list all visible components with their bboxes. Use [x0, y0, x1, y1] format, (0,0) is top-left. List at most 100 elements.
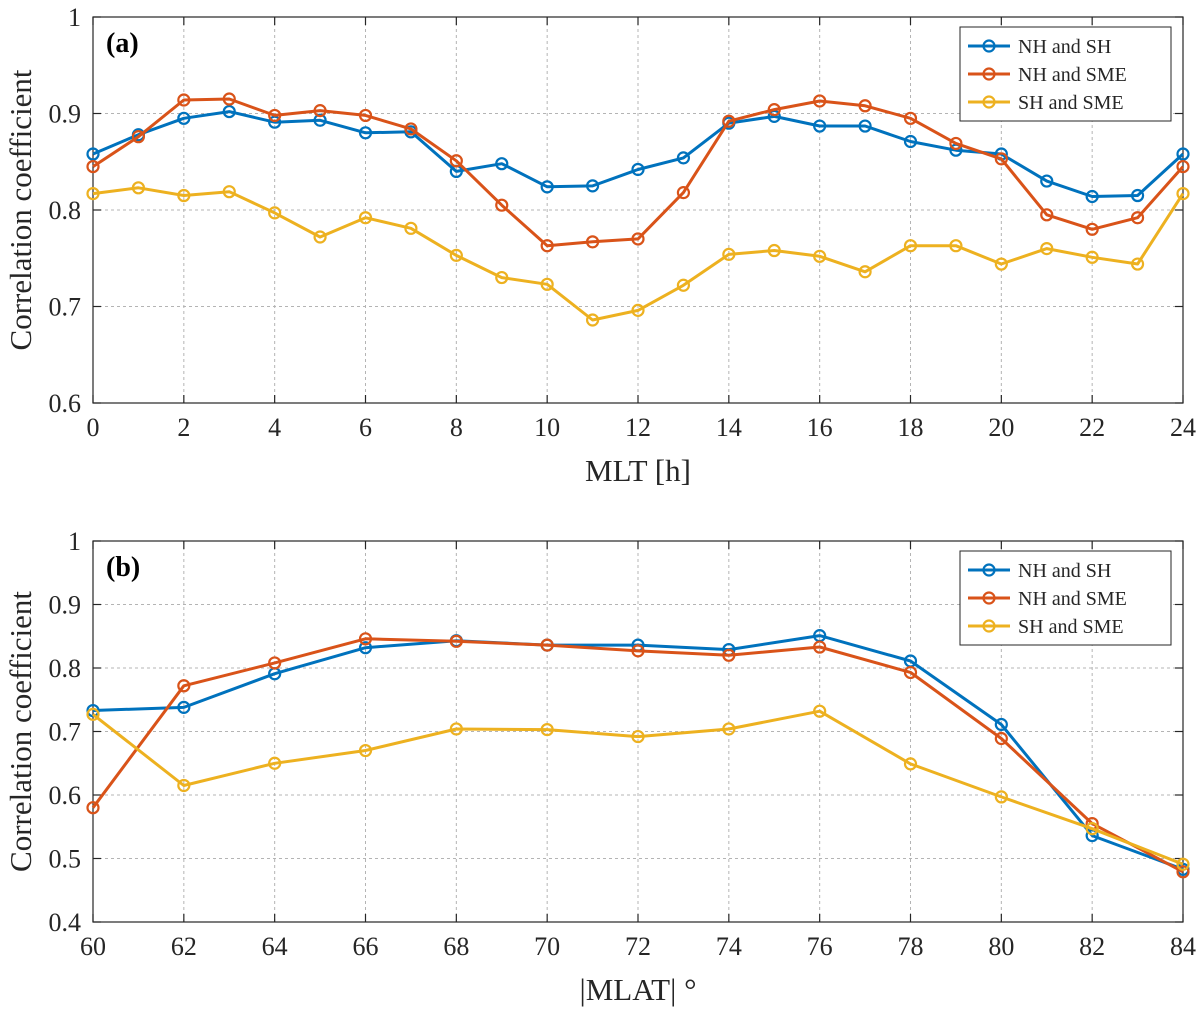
panel-a-data-point — [404, 122, 418, 136]
panel-b-x-tick-label: 78 — [898, 932, 924, 961]
legend-swatch-marker — [982, 39, 996, 53]
panel-b-data-point — [813, 640, 827, 654]
legend-swatch-marker — [982, 591, 996, 605]
panel-b-x-axis-title: |MLAT| ° — [580, 972, 697, 1007]
legend-swatch-marker — [982, 67, 996, 81]
panel-a-data-point — [585, 313, 600, 327]
panel-a-data-point — [449, 154, 463, 168]
panel-a-series — [86, 92, 1190, 327]
panel-a-data-point — [585, 235, 600, 249]
panel-a-series-2 — [86, 92, 1190, 253]
panel-b-series-line — [91, 637, 1184, 874]
panel-a-data-point — [177, 188, 191, 203]
panel-a: 0 2 4 6 8 10 12 14 16 18 20 22 240.60.70.80.91 (a) M… — [3, 3, 1196, 488]
panel-a-data-point — [404, 221, 418, 235]
panel-b-data-point — [1085, 822, 1099, 836]
panel-a-data-point — [631, 232, 645, 246]
panel-a-data-point — [1040, 242, 1054, 256]
panel-a-data-point — [676, 186, 691, 200]
panel-a-data-point — [858, 265, 872, 279]
panel-b-legend: NH and SH NH and SME SH and SME — [959, 550, 1172, 646]
panel-a-data-point — [903, 134, 918, 149]
panel-a-data-point — [358, 108, 373, 123]
panel-a-data-point — [813, 119, 827, 133]
panel-b-x-tick-label: 74 — [716, 932, 742, 961]
panel-a-data-point — [313, 230, 327, 244]
panel-b-data-point — [358, 641, 373, 655]
panel-a-data-point — [495, 270, 509, 285]
panel-a-data-point — [495, 198, 509, 212]
panel-b-data-point — [268, 656, 282, 670]
panel-a-axis-ticks: 0 2 4 6 8 10 12 14 16 18 20 22 240.60.70.80.91 — [49, 3, 1197, 442]
panel-a-data-point — [131, 130, 146, 144]
panel-a-data-point — [313, 113, 327, 127]
panel-a-data-point — [540, 239, 554, 253]
panel-b-data-point — [268, 756, 282, 770]
panel-a-data-point — [994, 152, 1008, 166]
legend-label: NH and SH — [1018, 36, 1111, 58]
panel-a-data-point — [585, 179, 600, 193]
panel-a-data-point — [676, 278, 691, 292]
panel-a-data-point — [722, 247, 736, 261]
panel-a-data-point — [949, 239, 963, 253]
panel-a-x-tick-label: 18 — [898, 413, 924, 442]
panel-b-data-point — [994, 731, 1008, 746]
panel-a-data-point — [1040, 174, 1054, 188]
panel-a-x-tick-label: 2 — [177, 413, 190, 442]
panel-a-x-tick-label: 16 — [807, 413, 833, 442]
panel-b-series-line — [92, 709, 1184, 866]
panel-a-data-point — [994, 257, 1008, 271]
panel-b-x-tick-label: 76 — [807, 932, 833, 961]
panel-b-data-point — [540, 638, 554, 652]
panel-a-data-point — [313, 104, 327, 118]
panel-b-x-tick-label: 60 — [80, 932, 106, 961]
panel-b-y-tick-label: 0.4 — [49, 908, 82, 937]
panel-a-legend: NH and SH NH and SME SH and SME — [959, 26, 1172, 122]
panel-b-data-point — [903, 757, 918, 771]
panel-b-legend-item: NH and SME — [968, 588, 1127, 610]
panel-a-data-point — [1176, 159, 1190, 174]
panel-a-data-point — [631, 162, 645, 177]
panel-a-data-point — [86, 147, 100, 161]
panel-b-data-point — [722, 648, 736, 662]
panel-a-data-point — [722, 114, 736, 128]
panel-b-data-point — [1176, 865, 1190, 879]
panel-a-series-line — [92, 110, 1185, 198]
panel-a-y-tick-label: 1 — [68, 3, 81, 32]
panel-a-data-point — [268, 108, 282, 123]
panel-b-data-point — [1176, 857, 1190, 871]
panel-a-y-tick-label: 0.9 — [49, 100, 82, 129]
panel-a-data-point — [1130, 188, 1145, 203]
panel-b-data-point — [358, 632, 373, 646]
panel-a-data-point — [767, 103, 781, 117]
panel-a-legend-item: NH and SH — [968, 36, 1111, 58]
panel-b-series-2 — [86, 632, 1190, 879]
panel-b-data-point — [449, 634, 463, 648]
panel-a-x-tick-label: 22 — [1079, 413, 1105, 442]
panel-a-data-point — [1085, 189, 1099, 204]
panel-b-y-tick-label: 0.9 — [49, 591, 82, 620]
panel-b-x-tick-label: 66 — [353, 932, 379, 961]
panel-b-y-tick-label: 0.8 — [49, 654, 82, 683]
panel-b-x-tick-label: 64 — [262, 932, 288, 961]
panel-b-data-point — [177, 700, 191, 714]
panel-a-data-point — [858, 99, 872, 113]
panel-b-x-tick-label: 80 — [988, 932, 1014, 961]
panel-b-data-point — [631, 729, 645, 744]
panel-a-x-tick-label: 8 — [450, 413, 463, 442]
panel-a-data-point — [131, 181, 146, 195]
panel-a-x-tick-label: 0 — [87, 413, 100, 442]
panel-b-series — [86, 629, 1190, 879]
panel-b-data-point — [813, 704, 827, 718]
panel-b-y-tick-label: 0.7 — [49, 718, 82, 747]
legend-swatch-marker — [982, 619, 996, 633]
panel-b-data-point — [86, 707, 100, 721]
panel-a-data-point — [540, 180, 554, 194]
panel-a-label: (a) — [106, 28, 139, 59]
panel-a-data-point — [1130, 211, 1145, 225]
panel-a-series-line — [92, 97, 1185, 248]
panel-b-data-point — [994, 717, 1008, 732]
panel-b-data-point — [540, 722, 554, 737]
panel-b-legend-item: SH and SME — [968, 616, 1124, 638]
